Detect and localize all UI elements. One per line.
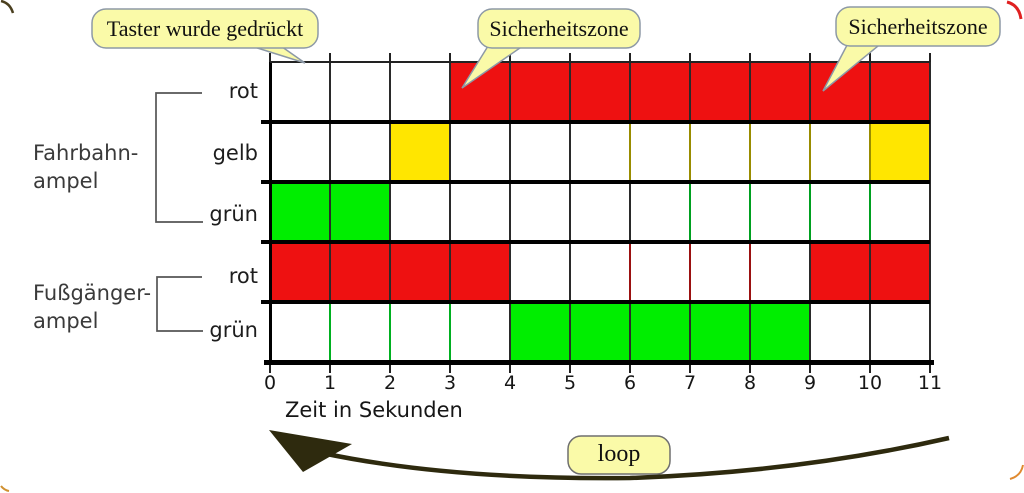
gridline-vertical <box>869 242 871 302</box>
gridline-vertical <box>329 182 331 242</box>
gridline-vertical <box>689 182 691 242</box>
gridline-vertical <box>389 182 391 242</box>
gridline-vertical <box>689 122 691 182</box>
top-tick <box>569 53 571 62</box>
gridline-vertical <box>389 62 391 122</box>
x-tick-label: 11 <box>917 372 943 394</box>
gridline-vertical <box>869 182 871 242</box>
gridline-vertical <box>569 62 571 122</box>
gridline-vertical <box>509 122 511 182</box>
x-tick-label: 5 <box>563 372 577 394</box>
gridline-vertical <box>869 122 871 182</box>
gridline-vertical <box>389 242 391 302</box>
gridline-vertical <box>689 242 691 302</box>
gridline-vertical <box>569 182 571 242</box>
gridline-vertical <box>749 302 751 362</box>
gridline-vertical <box>689 62 691 122</box>
x-tick-label: 7 <box>683 372 697 394</box>
bottom-tick <box>869 365 871 373</box>
gridline-vertical <box>569 242 571 302</box>
gridline-vertical <box>809 182 811 242</box>
top-tick <box>869 53 871 62</box>
bottom-tick <box>749 365 751 373</box>
gridline-vertical <box>509 302 511 362</box>
gridline-vertical <box>329 302 331 362</box>
gridline-vertical <box>329 62 331 122</box>
top-tick <box>509 53 511 62</box>
gridline-vertical <box>869 302 871 362</box>
gridline-vertical <box>629 302 631 362</box>
grid-top-border <box>270 61 930 63</box>
gridline-vertical <box>809 242 811 302</box>
row-separator <box>261 240 930 244</box>
gridline-vertical <box>509 242 511 302</box>
gridline-vertical <box>809 122 811 182</box>
bottom-tick <box>689 365 691 373</box>
x-tick-label: 10 <box>857 372 883 394</box>
top-tick <box>929 53 931 62</box>
cell-fill-green <box>510 302 810 362</box>
gridline-vertical <box>749 182 751 242</box>
gridline-vertical <box>629 182 631 242</box>
bottom-tick <box>449 365 451 373</box>
gridline-vertical <box>809 62 811 122</box>
top-tick <box>449 53 451 62</box>
x-tick-label: 2 <box>383 372 397 394</box>
cell-fill-yellow <box>870 122 930 182</box>
top-tick <box>389 53 391 62</box>
top-tick <box>629 53 631 62</box>
x-tick-label: 4 <box>503 372 517 394</box>
gridline-vertical <box>629 122 631 182</box>
bottom-tick <box>929 365 931 373</box>
cell-fill-yellow <box>390 122 450 182</box>
top-tick <box>329 53 331 62</box>
gridline-vertical <box>449 122 451 182</box>
bottom-tick <box>269 365 271 373</box>
bottom-tick <box>509 365 511 373</box>
x-tick-label: 6 <box>623 372 637 394</box>
top-tick <box>269 53 271 62</box>
top-tick <box>689 53 691 62</box>
gridline-vertical <box>749 242 751 302</box>
gridline-vertical <box>809 302 811 362</box>
bottom-tick <box>629 365 631 373</box>
gridline-vertical <box>629 62 631 122</box>
row-separator <box>261 300 930 304</box>
x-tick-label: 1 <box>323 372 337 394</box>
gridline-vertical <box>449 62 451 122</box>
bottom-tick <box>569 365 571 373</box>
gridline-vertical <box>389 122 391 182</box>
row-separator <box>261 180 930 184</box>
x-tick-label: 8 <box>743 372 757 394</box>
grid-right-edge <box>929 62 931 362</box>
gridline-vertical <box>329 242 331 302</box>
x-tick-label: 9 <box>803 372 817 394</box>
gridline-vertical <box>449 182 451 242</box>
gridline-vertical <box>869 62 871 122</box>
x-axis-line <box>264 360 934 365</box>
gridline-vertical <box>329 122 331 182</box>
gridline-vertical <box>689 302 691 362</box>
gridline-vertical <box>749 62 751 122</box>
grid-left-edge <box>269 62 272 362</box>
gridline-vertical <box>509 62 511 122</box>
top-tick <box>809 53 811 62</box>
row-separator <box>261 120 930 124</box>
bottom-tick <box>389 365 391 373</box>
x-tick-label: 0 <box>263 372 277 394</box>
gridline-vertical <box>389 302 391 362</box>
bottom-tick <box>329 365 331 373</box>
gridline-vertical <box>629 242 631 302</box>
gridline-vertical <box>449 242 451 302</box>
gridline-vertical <box>449 302 451 362</box>
bottom-tick <box>809 365 811 373</box>
x-tick-label: 3 <box>443 372 457 394</box>
gridline-vertical <box>749 122 751 182</box>
gridline-vertical <box>509 182 511 242</box>
gridline-vertical <box>569 122 571 182</box>
gridline-vertical <box>569 302 571 362</box>
top-tick <box>749 53 751 62</box>
